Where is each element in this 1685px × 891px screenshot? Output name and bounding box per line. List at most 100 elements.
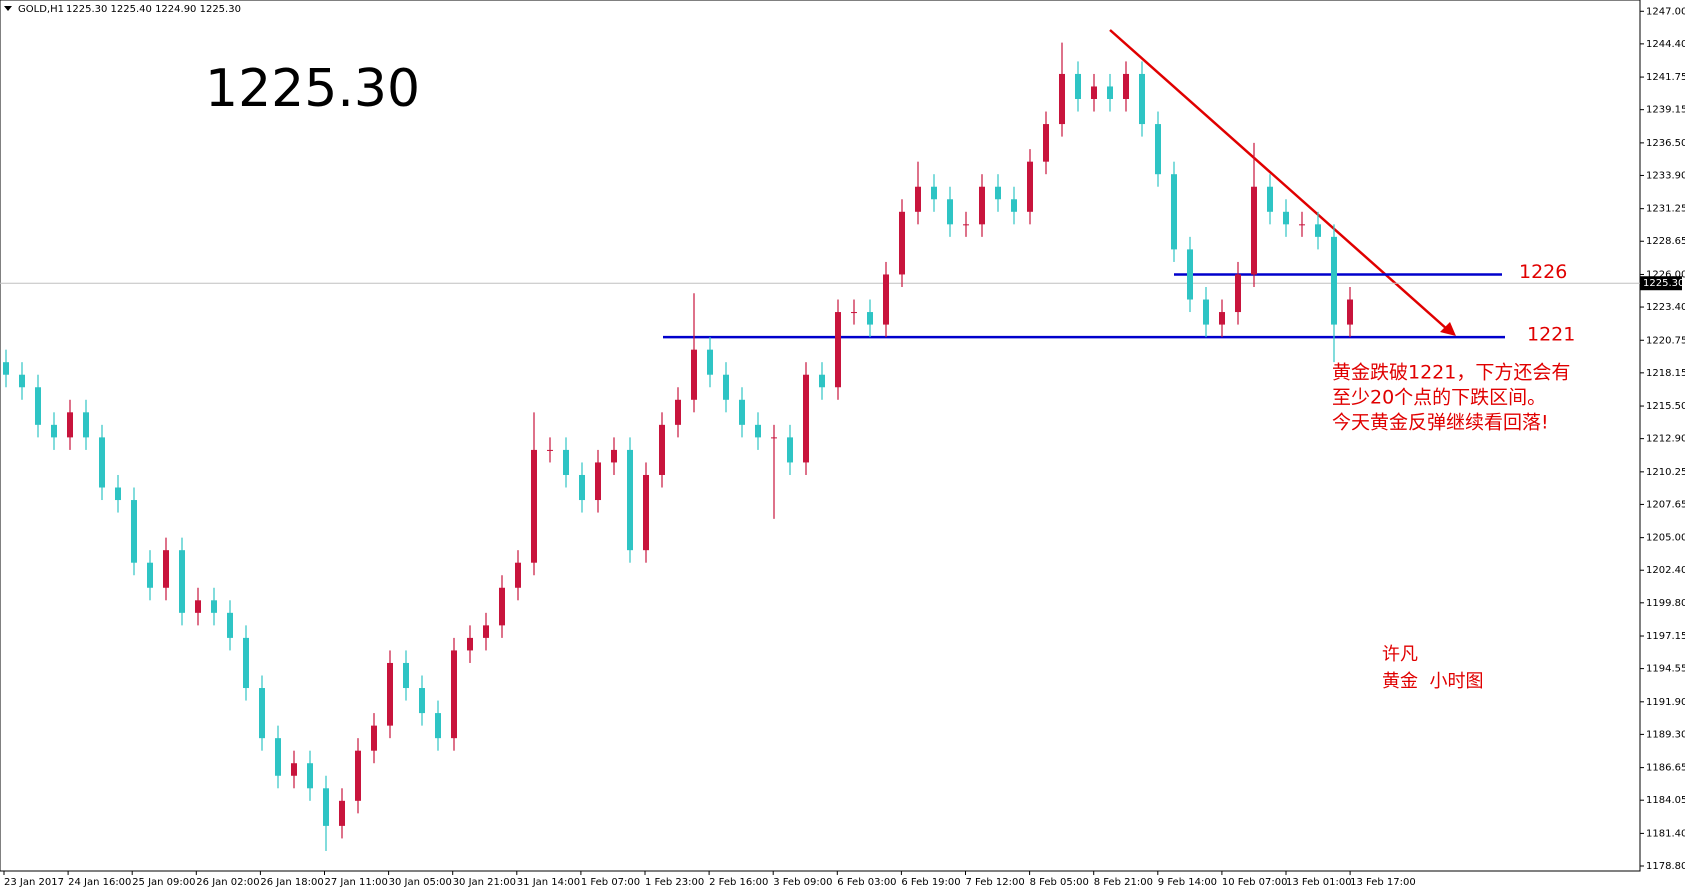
candle-body	[787, 437, 793, 463]
candle-body	[643, 474, 649, 551]
y-tick-label: 1184.05	[1646, 795, 1685, 806]
x-tick-label: 23 Jan 2017	[4, 877, 64, 888]
candle-body	[115, 487, 121, 501]
candle-body	[995, 186, 1001, 200]
y-tick-label: 1239.15	[1646, 105, 1685, 116]
y-tick-label: 1207.65	[1646, 499, 1685, 510]
author-line: 黄金 小时图	[1382, 671, 1483, 692]
candle-body	[883, 274, 889, 325]
candle-body	[867, 312, 873, 325]
y-tick-label: 1223.40	[1646, 302, 1685, 313]
y-tick-label: 1210.25	[1646, 467, 1685, 478]
note-line: 今天黄金反弹继续看回落!	[1332, 412, 1549, 434]
candle-body	[1011, 199, 1017, 212]
candle-body	[1075, 73, 1081, 100]
candle-body	[179, 550, 185, 613]
candle-body	[211, 600, 217, 613]
x-tick-label: 3 Feb 09:00	[773, 877, 832, 888]
y-tick-label: 1226.00	[1646, 269, 1685, 280]
candle-body	[819, 374, 825, 388]
candle-body	[547, 449, 553, 451]
y-tick-label: 1236.50	[1646, 138, 1685, 149]
candle-body	[659, 424, 665, 475]
candle-body	[563, 449, 569, 475]
candle-body	[1091, 86, 1097, 100]
candle-body	[979, 186, 985, 225]
y-tick-label: 1231.25	[1646, 204, 1685, 215]
y-tick-label: 1191.90	[1646, 697, 1685, 708]
x-tick-label: 7 Feb 12:00	[966, 877, 1025, 888]
candle-body	[147, 562, 153, 588]
candle-body	[419, 688, 425, 714]
x-tick-label: 10 Feb 07:00	[1222, 877, 1288, 888]
candle-body	[915, 186, 921, 212]
candle-body	[19, 374, 25, 388]
ohlc-text: 1225.30 1225.40 1224.90 1225.30	[66, 4, 241, 15]
plot-frame	[0, 0, 1641, 872]
candle-body	[339, 800, 345, 826]
y-tick-label: 1220.75	[1646, 335, 1685, 346]
candle-body	[1235, 274, 1241, 313]
x-tick-label: 26 Jan 18:00	[260, 877, 323, 888]
candle-body	[515, 562, 521, 588]
x-tick-label: 30 Jan 21:00	[453, 877, 516, 888]
candle-body	[435, 713, 441, 739]
candle-body	[947, 199, 953, 225]
candle-body	[259, 688, 265, 739]
y-tick-label: 1228.65	[1646, 236, 1685, 247]
candle-body	[163, 550, 169, 588]
candle-body	[835, 312, 841, 388]
symbol: GOLD,H1	[18, 4, 64, 15]
candle-body	[323, 788, 329, 826]
candle-body	[611, 449, 617, 463]
trend-line	[1109, 29, 1449, 331]
menu-arrow	[4, 6, 12, 11]
candle-body	[1139, 73, 1145, 125]
candle-body	[403, 662, 409, 689]
y-tick-label: 1181.40	[1646, 828, 1685, 839]
x-tick-label: 6 Feb 19:00	[901, 877, 960, 888]
candle-body	[755, 424, 761, 438]
candle-body	[851, 312, 857, 314]
candle-body	[1267, 186, 1273, 212]
candle-body	[1315, 224, 1321, 237]
candle-body	[83, 412, 89, 438]
y-tick-label: 1212.90	[1646, 434, 1685, 445]
candle-body	[931, 186, 937, 200]
candle-body	[675, 399, 681, 425]
candle-body	[227, 612, 233, 638]
candle-body	[1171, 174, 1177, 250]
y-tick-label: 1202.40	[1646, 565, 1685, 576]
level-label: 1226	[1519, 261, 1567, 283]
author-line: 许凡	[1382, 644, 1418, 665]
x-tick-label: 25 Jan 09:00	[132, 877, 195, 888]
y-tick-label: 1247.00	[1646, 6, 1685, 17]
y-tick-label: 1199.80	[1646, 598, 1685, 609]
candle-body	[1283, 211, 1289, 225]
candle-body	[579, 474, 585, 501]
candle-body	[243, 637, 249, 689]
x-tick-label: 1 Feb 07:00	[581, 877, 640, 888]
candle-body	[355, 750, 361, 801]
candle-body	[595, 462, 601, 501]
x-tick-label: 26 Jan 02:00	[196, 877, 259, 888]
x-tick-label: 2 Feb 16:00	[709, 877, 768, 888]
level-label: 1221	[1527, 324, 1575, 346]
x-tick-label: 24 Jan 16:00	[68, 877, 131, 888]
x-tick-label: 31 Jan 14:00	[517, 877, 580, 888]
candle-body	[1203, 299, 1209, 325]
candle-body	[1299, 224, 1305, 226]
trend-arrow-head	[1440, 322, 1456, 336]
candle-body	[1043, 124, 1049, 162]
x-tick-label: 6 Feb 03:00	[837, 877, 896, 888]
candle-body	[1347, 299, 1353, 325]
candle-body	[803, 374, 809, 463]
candle-body	[307, 763, 313, 789]
candle-body	[1027, 161, 1033, 212]
candle-body	[1251, 186, 1257, 275]
candle-body	[451, 650, 457, 739]
x-tick-label: 13 Feb 17:00	[1350, 877, 1416, 888]
candle-body	[35, 387, 41, 425]
note-line: 至少20个点的下跌区间。	[1332, 387, 1546, 409]
